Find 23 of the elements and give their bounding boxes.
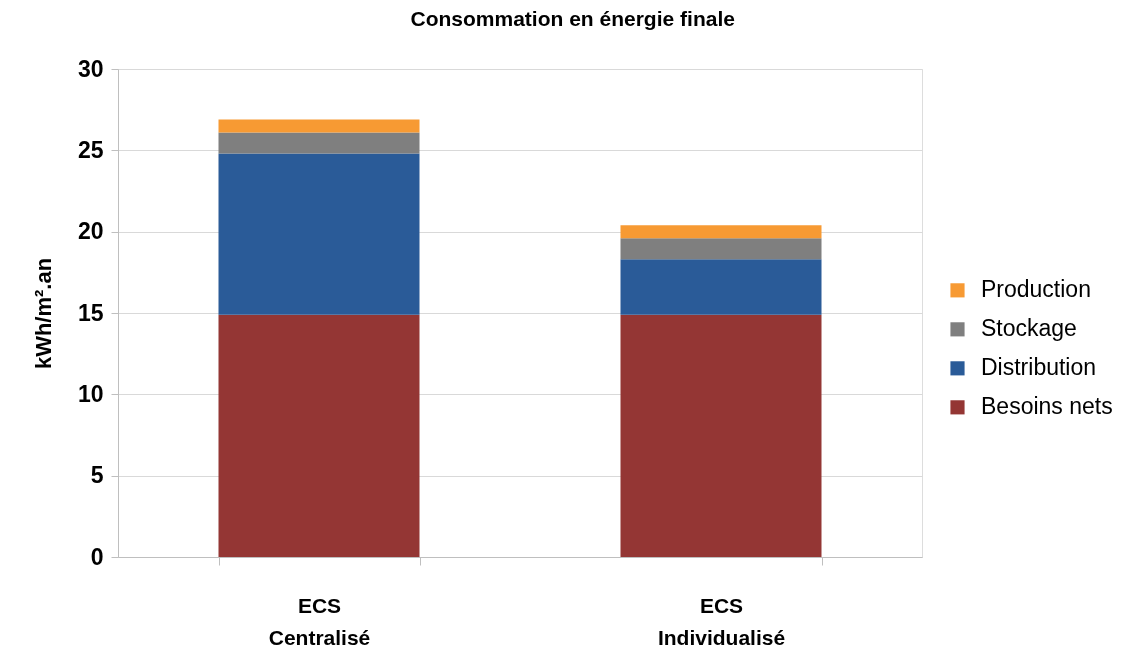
y-axis-title: kWh/m².an [30,257,56,370]
chart-title: Consommation en énergie finale [410,7,735,30]
y-tick-label: 15 [77,299,104,326]
x-tick-label: ECS Centralisé [268,593,371,649]
bar [218,132,420,154]
legend-label: Stockage [981,315,1077,342]
y-tick-label: 30 [77,55,104,82]
bar [620,314,822,557]
legend-label: Production [981,276,1091,303]
legend-label: Distribution [981,354,1097,381]
y-tick-label: 20 [77,218,104,245]
y-tick-label: 0 [90,543,104,570]
x-tick-label: ECS Individualisé [657,593,786,649]
y-tick-label: 10 [77,380,104,407]
bar [620,238,822,260]
bar [218,119,420,133]
bar [218,314,420,557]
y-tick-label: 25 [77,136,104,163]
bar [218,153,420,315]
bar [620,259,822,315]
bar [620,225,822,239]
y-tick-label: 5 [90,462,104,489]
legend-label: Besoins nets [981,393,1113,420]
